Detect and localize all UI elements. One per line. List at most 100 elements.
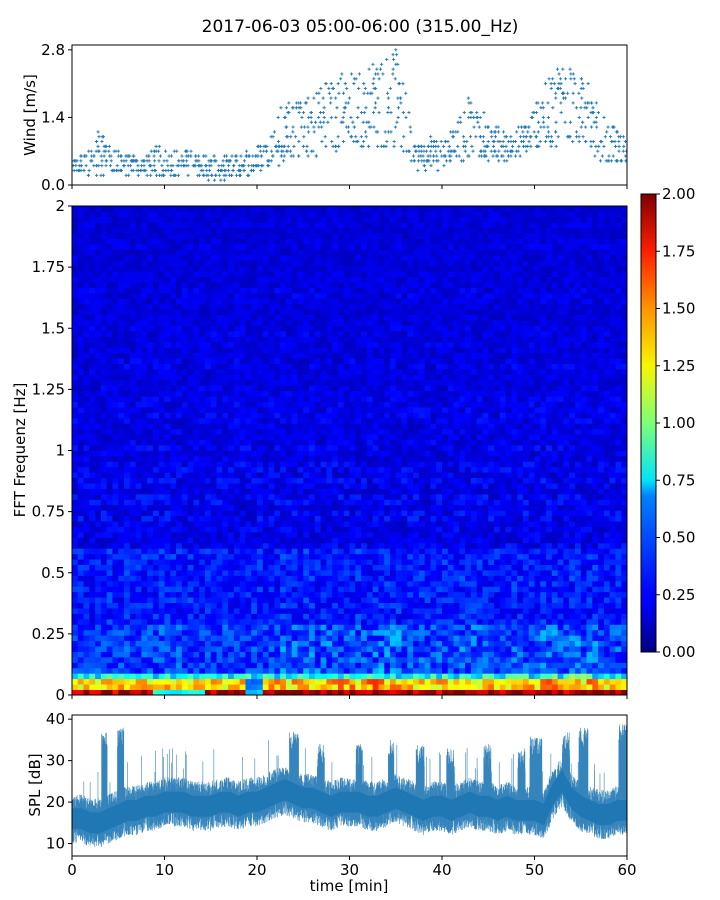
spectrogram-cell bbox=[517, 673, 524, 680]
spectrogram-cell bbox=[395, 537, 402, 544]
spectrogram-cell bbox=[268, 597, 275, 604]
spectrogram-cell bbox=[557, 646, 564, 652]
spectrogram-cell bbox=[470, 586, 478, 593]
spectrogram-cell bbox=[303, 673, 310, 680]
wind-point bbox=[579, 77, 584, 81]
spectrogram-cell bbox=[112, 608, 119, 614]
spectrogram-cell bbox=[384, 608, 391, 614]
spectrogram-cell bbox=[505, 542, 512, 549]
spectrogram-cell bbox=[245, 526, 252, 533]
spectrogram-cell bbox=[551, 526, 559, 533]
wind-point bbox=[153, 159, 157, 163]
spectrogram-cell bbox=[528, 575, 535, 582]
spectrogram-cell bbox=[100, 553, 108, 560]
spectrogram-cell bbox=[430, 521, 437, 527]
spectrogram-cell bbox=[141, 629, 148, 636]
spectrogram-cell bbox=[181, 602, 189, 609]
spectrogram-cell bbox=[540, 472, 547, 479]
wind-point bbox=[375, 67, 379, 71]
spectrogram-cell bbox=[569, 635, 576, 642]
spectrogram-cell bbox=[170, 591, 177, 598]
spectrogram-cell bbox=[407, 472, 414, 479]
spectrogram-cell bbox=[95, 673, 102, 680]
spectrogram-cell bbox=[158, 597, 165, 604]
spectrogram-cell bbox=[395, 591, 402, 598]
spectrogram-cell bbox=[95, 689, 102, 695]
spectrogram-cell bbox=[372, 570, 379, 576]
spectrogram-cell bbox=[366, 532, 374, 538]
spectrogram-cell bbox=[106, 488, 113, 495]
spectrogram-cell bbox=[615, 624, 622, 631]
spectrogram-cell bbox=[476, 613, 483, 620]
spectrogram-cell bbox=[326, 613, 333, 620]
spectrogram-cell bbox=[615, 640, 622, 647]
wind-point bbox=[496, 125, 500, 129]
wind-point bbox=[591, 139, 595, 144]
spectrogram-cell bbox=[522, 510, 530, 517]
spectrogram-cell bbox=[511, 488, 518, 495]
spectrogram-cell bbox=[430, 504, 437, 511]
spectrogram-cell bbox=[470, 656, 478, 663]
spectrogram-cell bbox=[418, 526, 426, 533]
spectrogram-cell bbox=[534, 629, 541, 636]
spectrogram-cell bbox=[453, 667, 460, 674]
spectrogram-cell bbox=[268, 510, 275, 517]
spectrogram-cell bbox=[517, 548, 524, 555]
spectrogram-cell bbox=[470, 591, 478, 598]
spectrogram-cell bbox=[164, 684, 171, 690]
spectrogram-cell bbox=[72, 553, 79, 560]
spectrogram-cell bbox=[199, 537, 206, 544]
wind-point bbox=[498, 139, 502, 144]
wind-point bbox=[449, 154, 453, 158]
wind-point bbox=[381, 72, 385, 76]
spectrogram-cell bbox=[580, 548, 587, 555]
spectrogram-cell bbox=[332, 662, 339, 669]
spectrogram-cell bbox=[586, 656, 593, 663]
spectrogram-cell bbox=[257, 521, 264, 527]
spectrogram-cell bbox=[546, 472, 553, 479]
spectrogram-cell bbox=[401, 504, 408, 511]
spectrogram-cell bbox=[216, 526, 223, 533]
wind-point bbox=[347, 96, 352, 100]
spectrogram-cell bbox=[598, 483, 605, 489]
spectrogram-cell bbox=[268, 678, 275, 685]
spectrogram-cell bbox=[77, 472, 84, 479]
spectrogram-cell bbox=[389, 656, 397, 663]
spectrogram-cell bbox=[158, 466, 165, 473]
spectrogram-cell bbox=[470, 553, 478, 560]
spectrogram-cell bbox=[204, 548, 212, 555]
spectrogram-cell bbox=[106, 504, 113, 511]
spectrogram-cell bbox=[401, 488, 408, 495]
spectrogram-cell bbox=[384, 553, 391, 560]
spectrogram-cell bbox=[476, 553, 483, 560]
spectrogram-cell bbox=[181, 537, 189, 544]
spectrogram-cell bbox=[465, 656, 472, 663]
spectrogram-cell bbox=[384, 613, 391, 620]
spectrogram-cell bbox=[274, 564, 281, 571]
spectrogram-cell bbox=[129, 532, 136, 538]
wind-point bbox=[320, 125, 324, 129]
spectrogram-cell bbox=[204, 504, 212, 511]
spectrogram-cell bbox=[534, 640, 541, 647]
spectrogram-cell bbox=[488, 504, 495, 511]
spectrogram-cell bbox=[187, 493, 194, 500]
spectrogram-cell bbox=[378, 532, 385, 538]
spectrogram-cell bbox=[447, 532, 454, 538]
spectrogram-cell bbox=[395, 542, 402, 549]
spectrogram-cell bbox=[453, 613, 460, 620]
wind-point bbox=[532, 130, 536, 134]
wind-point bbox=[413, 144, 417, 148]
spectrogram-cell bbox=[332, 537, 339, 544]
spectrogram-cell bbox=[418, 586, 426, 593]
spectrogram-cell bbox=[430, 629, 437, 636]
spectrogram-cell bbox=[187, 586, 194, 593]
spectrogram-cell bbox=[453, 526, 460, 533]
spectrogram-cell bbox=[528, 673, 535, 680]
spectrogram-cell bbox=[158, 651, 165, 658]
spectrogram-cell bbox=[389, 564, 397, 571]
spectrogram-cell bbox=[326, 651, 333, 658]
spectrogram-cell bbox=[210, 640, 217, 647]
spectrogram-cell bbox=[199, 656, 206, 663]
spectrogram-cell bbox=[401, 477, 408, 484]
spectrogram-cell bbox=[586, 635, 593, 642]
